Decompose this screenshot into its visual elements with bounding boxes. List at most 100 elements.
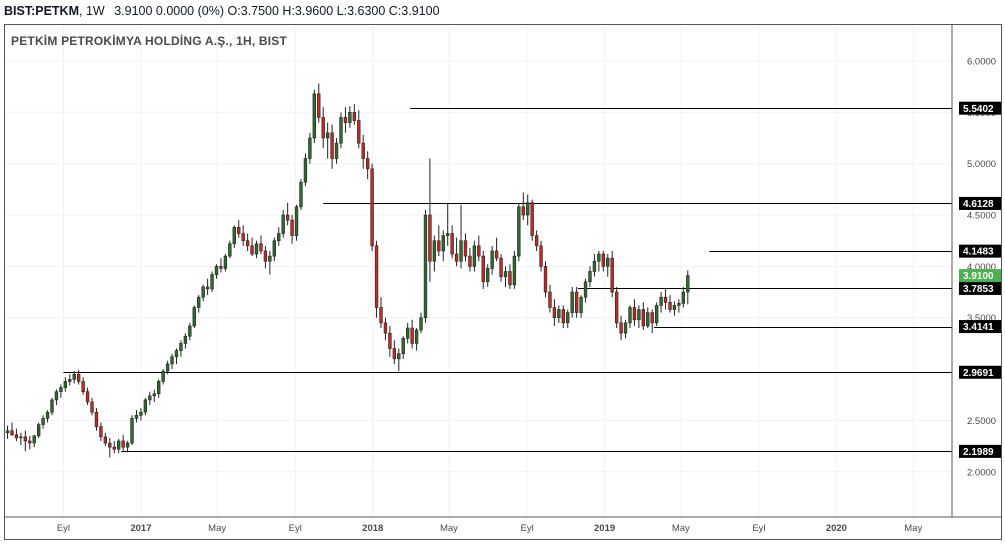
candle[interactable] <box>383 317 388 341</box>
candle[interactable] <box>103 432 108 447</box>
candle[interactable] <box>19 432 23 446</box>
candle[interactable] <box>472 240 477 272</box>
candle[interactable] <box>686 270 690 305</box>
candle[interactable] <box>241 225 245 246</box>
candle[interactable] <box>490 245 494 275</box>
candle[interactable] <box>610 250 614 298</box>
candle[interactable] <box>414 328 419 351</box>
candle[interactable] <box>223 254 228 272</box>
candle[interactable] <box>650 309 654 334</box>
candle[interactable] <box>561 305 565 329</box>
candle[interactable] <box>179 340 183 357</box>
candle[interactable] <box>312 89 316 144</box>
candle[interactable] <box>446 202 450 246</box>
candle[interactable] <box>228 240 232 259</box>
candle[interactable] <box>81 377 85 395</box>
candle[interactable] <box>579 295 583 318</box>
candle[interactable] <box>299 179 303 210</box>
candle[interactable] <box>214 264 219 279</box>
candle[interactable] <box>401 336 405 359</box>
candle[interactable] <box>548 284 552 313</box>
time-axis[interactable]: Eyl 2017 May Eyl 2018 May Eyl 2019 May Eyl 2020 May <box>57 523 923 534</box>
candle[interactable] <box>32 434 36 448</box>
candle[interactable] <box>72 371 76 384</box>
candle[interactable] <box>392 340 397 364</box>
candle[interactable] <box>343 107 348 133</box>
candle[interactable] <box>552 299 557 326</box>
candle[interactable] <box>361 134 365 169</box>
candle[interactable] <box>134 410 139 423</box>
candle[interactable] <box>14 428 19 441</box>
candle[interactable] <box>10 422 14 436</box>
candle[interactable] <box>112 440 116 454</box>
candle[interactable] <box>205 278 210 296</box>
candle[interactable] <box>521 192 525 221</box>
candle[interactable] <box>237 220 241 238</box>
candle[interactable] <box>534 230 539 251</box>
candle[interactable] <box>303 153 308 187</box>
candle[interactable] <box>481 250 485 289</box>
candle[interactable] <box>308 132 312 164</box>
candle[interactable] <box>348 106 352 128</box>
candle[interactable] <box>330 124 334 169</box>
candle[interactable] <box>379 297 383 329</box>
candle[interactable] <box>152 389 156 402</box>
candle[interactable] <box>5 425 10 439</box>
candle[interactable] <box>606 254 610 277</box>
candle[interactable] <box>36 422 41 438</box>
candle[interactable] <box>539 240 543 272</box>
candle[interactable] <box>357 110 361 149</box>
symbol-name[interactable]: BIST:PETKM <box>4 4 79 18</box>
candle[interactable] <box>588 266 592 287</box>
candle[interactable] <box>334 137 339 164</box>
candle[interactable] <box>592 254 597 277</box>
candle[interactable] <box>619 315 623 341</box>
candle[interactable] <box>463 233 468 262</box>
candle[interactable] <box>397 348 401 372</box>
candle[interactable] <box>494 237 499 262</box>
candle[interactable] <box>423 209 428 323</box>
candle[interactable] <box>352 104 357 125</box>
candle[interactable] <box>192 305 196 329</box>
candle[interactable] <box>659 292 663 313</box>
candle[interactable] <box>677 299 681 313</box>
candle[interactable] <box>117 438 121 454</box>
candle[interactable] <box>68 374 72 386</box>
candle[interactable] <box>108 437 112 458</box>
candle[interactable] <box>641 302 645 331</box>
candle[interactable] <box>125 440 130 453</box>
candle[interactable] <box>148 391 152 406</box>
candle[interactable] <box>165 360 170 375</box>
candle[interactable] <box>477 235 481 262</box>
candle[interactable] <box>419 312 423 334</box>
candle[interactable] <box>632 299 637 326</box>
candle[interactable] <box>201 284 205 302</box>
candle[interactable] <box>601 250 605 272</box>
candle[interactable] <box>277 227 281 246</box>
candle[interactable] <box>374 240 379 318</box>
candle[interactable] <box>681 286 686 308</box>
candle[interactable] <box>94 408 99 431</box>
candle[interactable] <box>272 237 276 262</box>
candle[interactable] <box>654 302 659 326</box>
candle[interactable] <box>543 261 548 298</box>
candle[interactable] <box>254 240 259 259</box>
candle[interactable] <box>294 204 299 241</box>
candle[interactable] <box>672 301 677 316</box>
candle[interactable] <box>41 415 45 429</box>
candle[interactable] <box>63 377 68 392</box>
candle[interactable] <box>663 288 668 310</box>
candle[interactable] <box>263 245 268 269</box>
candle[interactable] <box>143 397 148 416</box>
candle[interactable] <box>508 264 512 289</box>
candle[interactable] <box>628 305 632 329</box>
candle[interactable] <box>121 434 125 452</box>
candle[interactable] <box>486 264 490 287</box>
candle[interactable] <box>428 158 432 282</box>
candle[interactable] <box>637 305 641 329</box>
candle[interactable] <box>512 250 517 289</box>
candle[interactable] <box>566 309 570 329</box>
candle[interactable] <box>23 430 28 452</box>
candle[interactable] <box>574 286 579 318</box>
candle[interactable] <box>232 225 236 248</box>
